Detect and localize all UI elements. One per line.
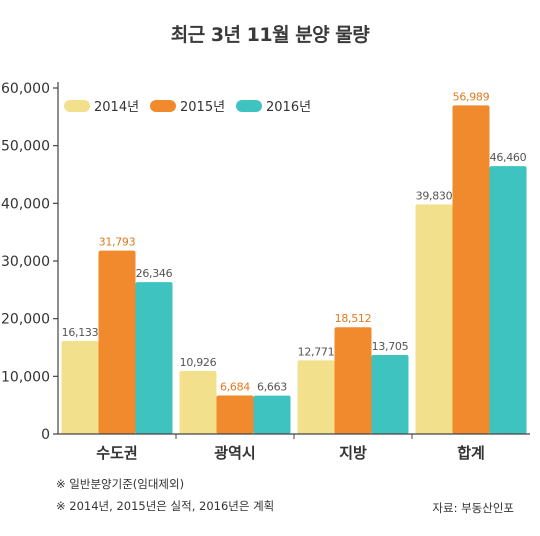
y-tick-label: 0 — [41, 427, 50, 443]
bar — [135, 282, 173, 434]
legend-swatch — [64, 100, 90, 112]
bar — [61, 340, 99, 434]
bar — [98, 250, 136, 434]
data-label: 39,830 — [416, 189, 453, 202]
y-axis: 0 10,000 20,000 30,000 40,000 50,000 60,000 — [1, 81, 59, 443]
data-label: 16,133 — [62, 326, 99, 339]
footnote-basis: ※ 일반분양기준(임대제외) — [56, 477, 185, 491]
legend-swatch — [236, 100, 262, 112]
bar — [415, 204, 453, 434]
y-tick-label: 60,000 — [1, 81, 50, 97]
bar — [253, 395, 291, 434]
data-label: 56,989 — [453, 90, 490, 103]
x-tick-label: 광역시 — [214, 444, 255, 462]
legend-label: 2015년 — [180, 100, 225, 115]
y-tick-label: 50,000 — [1, 139, 50, 155]
x-tick-label: 지방 — [339, 444, 367, 462]
x-tick-label: 수도권 — [96, 444, 137, 462]
bar — [297, 360, 335, 434]
data-label: 13,705 — [372, 340, 409, 353]
data-label: 6,684 — [220, 380, 250, 393]
y-tick-label: 30,000 — [1, 254, 50, 270]
y-tick-label: 10,000 — [1, 369, 50, 385]
chart-title: 최근 3년 11월 분양 물량 — [170, 24, 370, 46]
bar — [371, 354, 409, 434]
legend-swatch — [150, 100, 176, 112]
data-label: 12,771 — [298, 345, 335, 358]
legend-label: 2014년 — [94, 100, 139, 115]
data-label: 6,663 — [257, 381, 287, 394]
bar — [489, 166, 527, 434]
x-axis: 수도권 광역시 지방 합계 — [58, 433, 530, 462]
data-label: 18,512 — [335, 312, 372, 325]
bar — [179, 370, 217, 434]
bars — [61, 105, 527, 434]
bar — [334, 327, 372, 434]
data-label: 31,793 — [99, 236, 136, 249]
y-tick-label: 20,000 — [1, 312, 50, 328]
legend-label: 2016년 — [266, 100, 311, 115]
y-tick-label: 40,000 — [1, 196, 50, 212]
x-tick-label: 합계 — [457, 444, 485, 462]
legend: 2014년 2015년 2016년 — [64, 100, 311, 115]
data-label: 26,346 — [136, 267, 173, 280]
data-label: 10,926 — [180, 356, 217, 369]
footnote-period: ※ 2014년, 2015년은 실적, 2016년은 계획 — [56, 499, 275, 513]
data-label: 46,460 — [490, 151, 527, 164]
bar — [216, 395, 254, 434]
bar — [452, 105, 490, 434]
source-credit: 자료: 부동산인포 — [432, 501, 514, 515]
